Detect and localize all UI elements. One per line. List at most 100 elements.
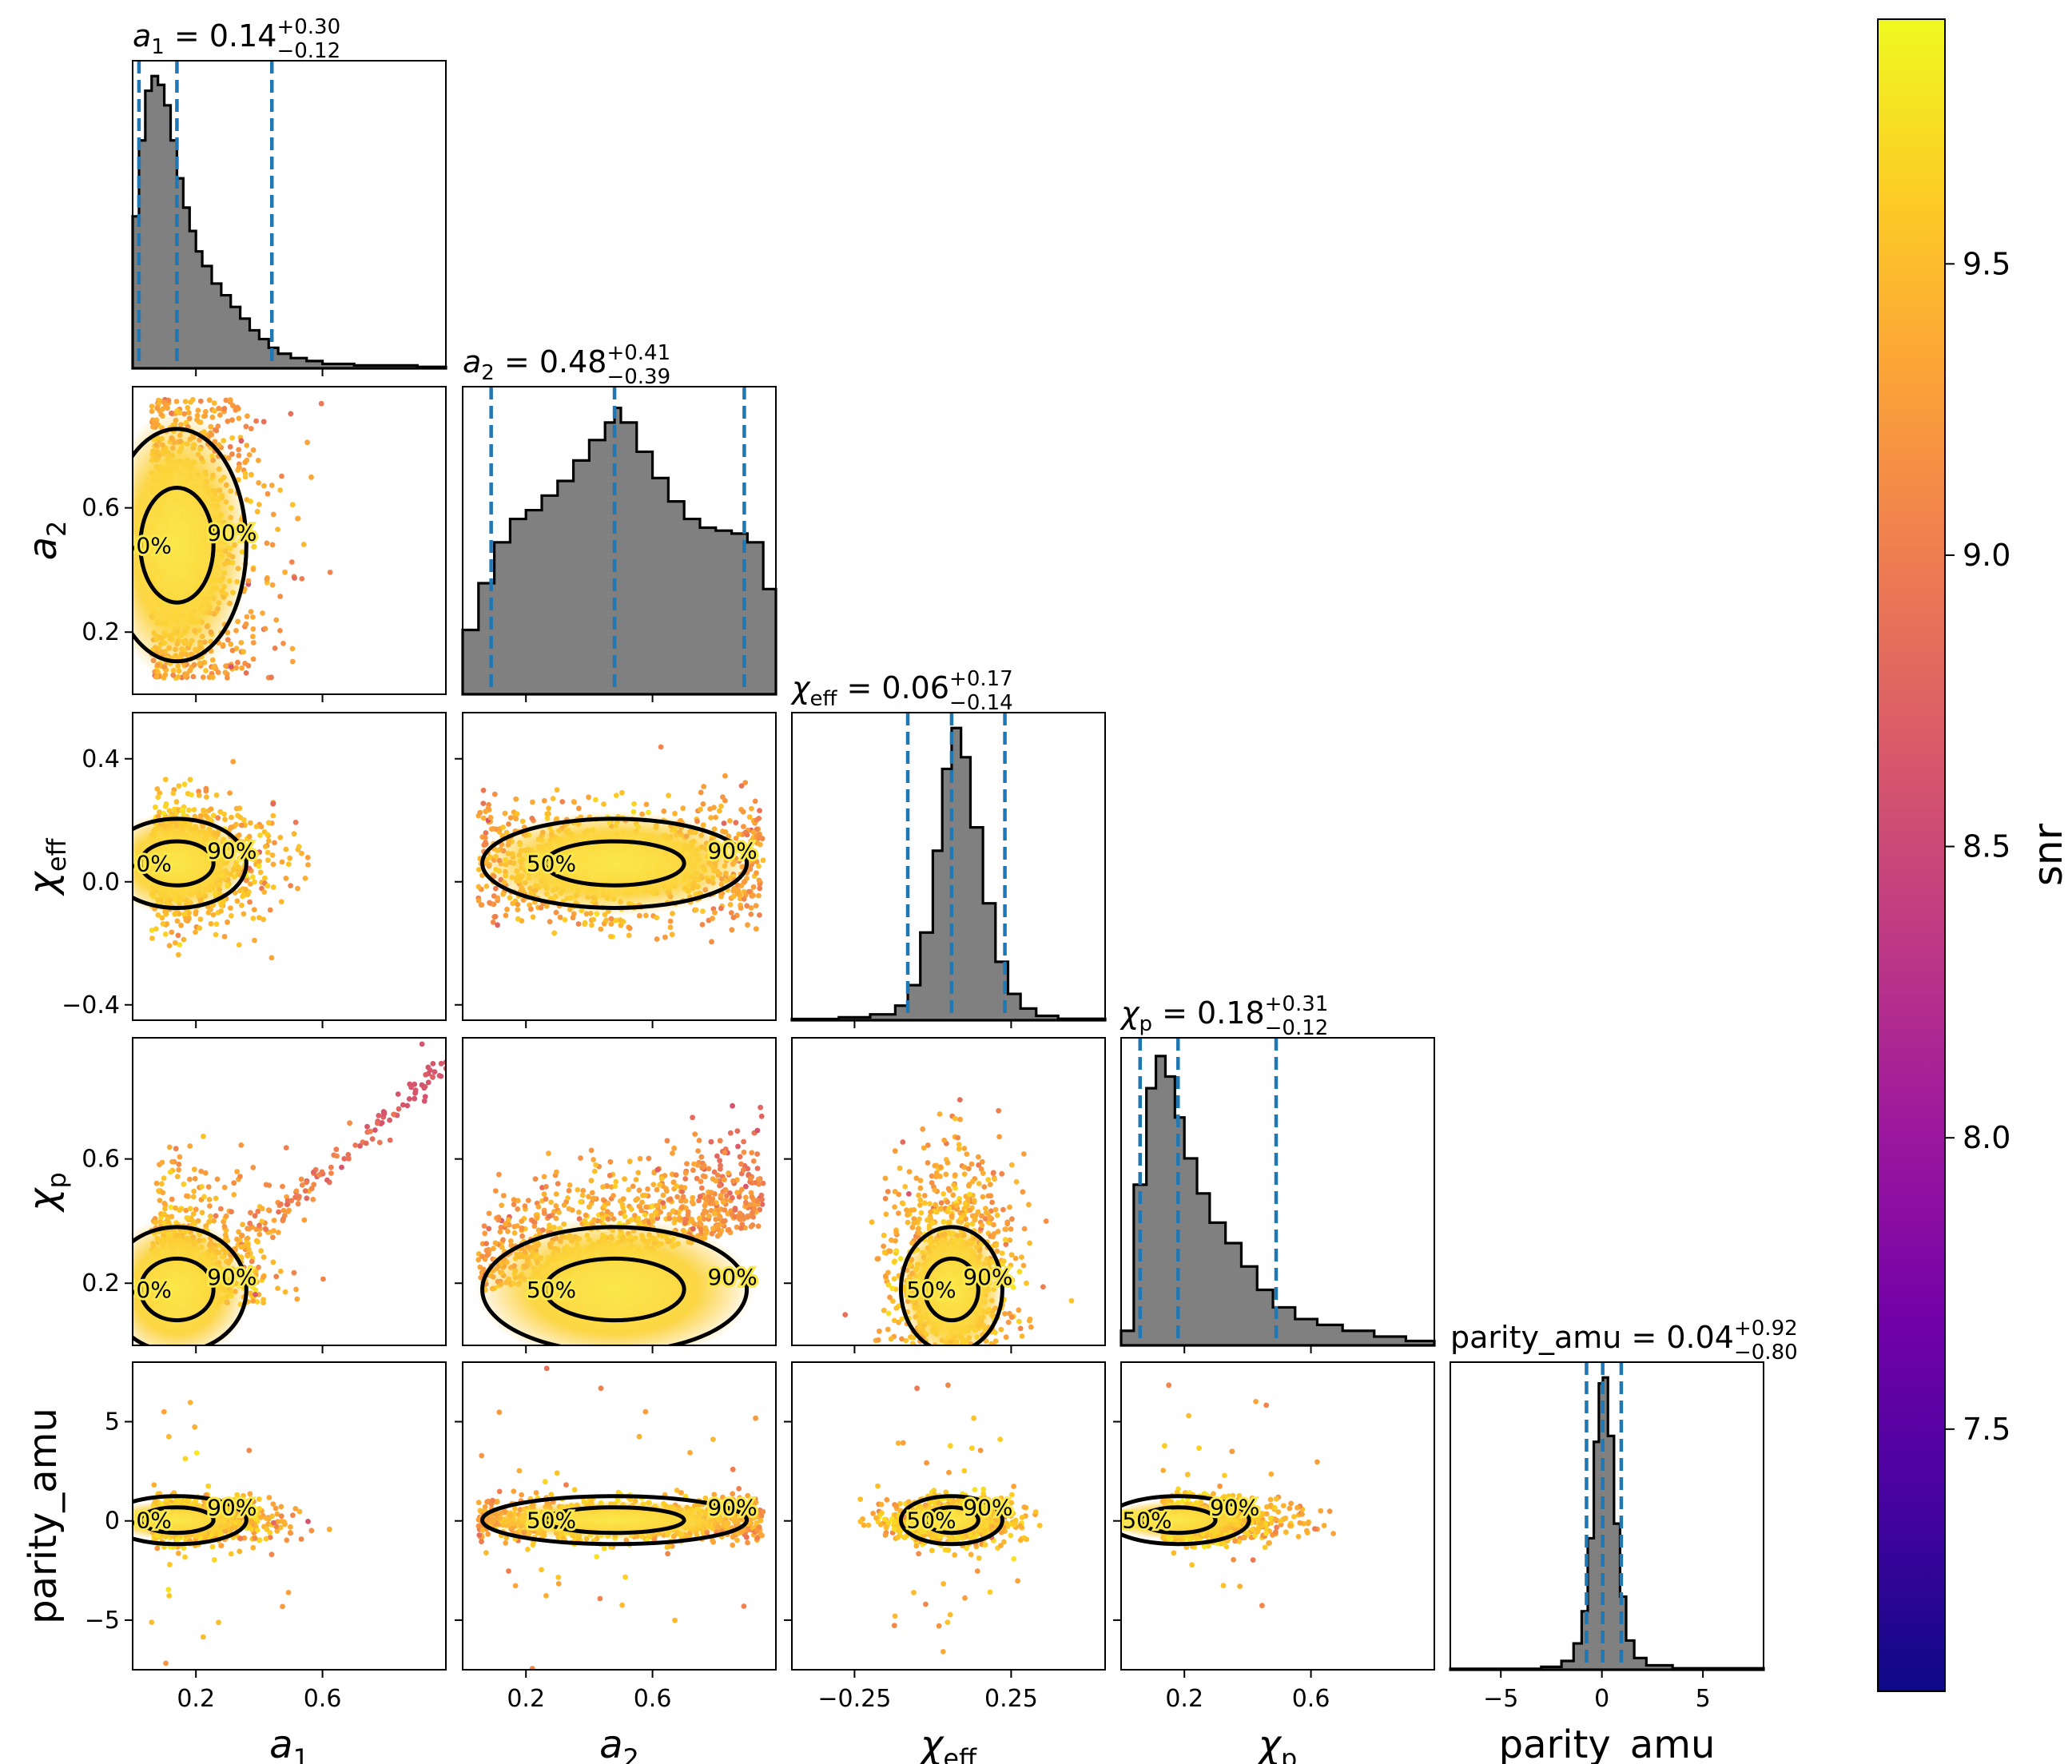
sample-point: [242, 474, 249, 480]
sample-point: [328, 1170, 334, 1176]
sample-point: [227, 397, 233, 403]
sample-point: [279, 859, 285, 865]
sample-point: [638, 1208, 645, 1214]
sample-point: [938, 1200, 945, 1206]
sample-point: [487, 900, 492, 906]
contour-50: [543, 1256, 686, 1323]
sample-point: [421, 1085, 428, 1091]
sample-point: [169, 1158, 175, 1165]
sample-point: [422, 1094, 428, 1100]
sample-point: [223, 663, 229, 669]
sample-point: [756, 863, 762, 869]
sample-point: [534, 1215, 540, 1222]
sample-point: [644, 1204, 650, 1210]
sample-point: [245, 662, 252, 669]
ytick-label-chi_eff-0: −0.4: [62, 991, 120, 1019]
sample-point: [277, 834, 284, 840]
sample-point: [682, 1220, 688, 1226]
sample-point: [566, 1188, 572, 1194]
sample-point: [256, 1264, 261, 1270]
contour-label-90: 90%: [707, 838, 757, 864]
sample-point: [961, 1164, 968, 1170]
sample-point: [690, 1167, 696, 1174]
sample-point: [525, 1198, 531, 1203]
sample-point: [192, 1176, 198, 1182]
sample-point: [177, 1207, 183, 1214]
sample-point: [699, 922, 706, 928]
sample-point: [511, 1197, 517, 1203]
sample-point: [173, 399, 180, 404]
sample-point: [546, 1150, 551, 1157]
sample-point: [748, 1175, 754, 1182]
sample-point: [730, 1102, 735, 1109]
sample-point: [999, 1170, 1005, 1177]
sample-point: [741, 896, 747, 902]
sample-point: [503, 1221, 508, 1227]
sample-point: [228, 641, 234, 647]
contour-50: [543, 839, 686, 888]
sample-point: [288, 883, 293, 888]
sample-point: [210, 912, 217, 918]
sample-point: [195, 407, 201, 413]
sample-point: [239, 902, 245, 908]
sample-point: [168, 1204, 174, 1210]
sample-point: [708, 1138, 714, 1145]
sample-point: [406, 1096, 412, 1102]
sample-point: [215, 423, 221, 429]
sample-point: [215, 815, 221, 821]
sample-point: [363, 1140, 369, 1146]
sample-point: [229, 417, 235, 423]
scatter-points-chi_eff-vs-a1: 50% 90%: [122, 758, 311, 961]
sample-point: [244, 614, 250, 620]
sample-point: [620, 1204, 626, 1210]
sample-point: [238, 822, 245, 828]
sample-point: [760, 857, 766, 864]
panel-frame: [132, 1037, 447, 1346]
sample-point: [740, 1167, 746, 1173]
sample-point: [682, 1176, 689, 1182]
sample-point: [282, 1289, 288, 1295]
histogram-bars-chi_eff: [790, 726, 1107, 1022]
sample-point: [250, 614, 256, 620]
sample-point: [200, 674, 206, 681]
sample-point: [698, 1154, 705, 1160]
sample-point: [730, 915, 737, 920]
sample-point: [722, 1207, 728, 1213]
sample-point: [607, 1158, 614, 1165]
sample-point: [310, 1197, 316, 1202]
sample-point: [260, 1297, 266, 1303]
sample-point: [268, 483, 275, 488]
sample-point: [891, 1317, 897, 1324]
sample-point: [658, 744, 664, 750]
sample-point: [178, 922, 184, 928]
scatter-panel-chi_eff-vs-a1: 50% 90%−0.40.00.4: [62, 712, 447, 1028]
sample-point: [980, 1194, 986, 1200]
contour-label-50: 50%: [122, 851, 172, 877]
sample-point: [248, 839, 254, 845]
sample-point: [387, 1117, 392, 1123]
sample-point: [202, 408, 209, 415]
sample-point: [889, 1285, 896, 1292]
histogram-panel-chi_eff: χeff = 0.06+0.17 −0.14: [790, 667, 1107, 1028]
sample-point: [261, 889, 268, 895]
sample-point: [260, 610, 265, 616]
sample-point: [430, 1074, 435, 1080]
sample-point: [530, 914, 536, 920]
sample-point: [161, 399, 167, 405]
sample-point: [191, 1188, 197, 1194]
sample-point: [736, 1194, 742, 1200]
sample-point: [529, 816, 535, 821]
sample-point: [264, 883, 271, 889]
sample-point: [374, 1120, 380, 1126]
sample-point: [506, 821, 511, 827]
sample-point: [292, 575, 297, 581]
sample-point: [758, 841, 763, 848]
sample-point: [754, 1127, 761, 1134]
sample-point: [173, 1205, 179, 1211]
sample-point: [697, 1220, 702, 1226]
sample-point: [695, 1148, 701, 1154]
sample-point: [903, 1337, 909, 1344]
sample-point: [294, 1296, 300, 1302]
sample-point: [678, 1205, 685, 1210]
sample-point: [626, 924, 632, 930]
